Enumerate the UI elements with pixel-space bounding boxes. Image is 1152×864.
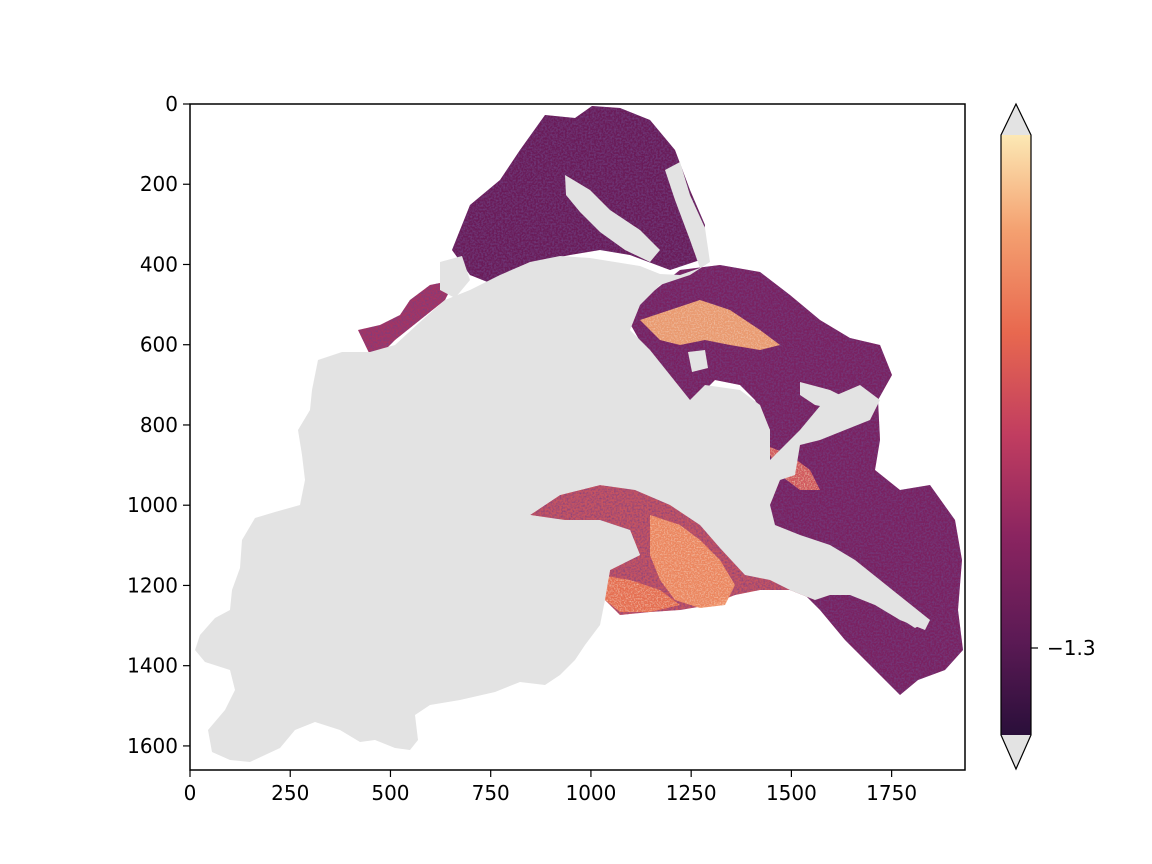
colorbar-extend-bottom (1001, 735, 1031, 769)
x-tick-label: 1500 (766, 781, 817, 805)
axes-frame (189, 103, 966, 771)
y-tick-label: 800 (140, 413, 178, 437)
y-tick-label: 200 (140, 172, 178, 196)
colorbar-tick-label: −1.3 (1047, 636, 1096, 660)
colorbar-outline (1000, 102, 1032, 771)
x-tick-label: 250 (271, 781, 309, 805)
colorbar-ticks: −1.3 (1031, 636, 1096, 660)
y-tick-label: 1200 (127, 573, 178, 597)
x-tick-label: 500 (371, 781, 409, 805)
x-tick-label: 1750 (866, 781, 917, 805)
x-tick-label: 1000 (565, 781, 616, 805)
y-tick-label: 1600 (127, 734, 178, 758)
y-tick-label: 0 (165, 92, 178, 116)
high-value-region (600, 300, 820, 612)
x-axis: 0 250 500 750 1000 1250 1500 1750 (184, 770, 917, 805)
y-tick-label: 400 (140, 252, 178, 276)
x-tick-label: 750 (472, 781, 510, 805)
colorbar-extend-top (1001, 104, 1031, 135)
y-tick-label: 1000 (127, 493, 178, 517)
y-tick-label: 1400 (127, 654, 178, 678)
colorbar: −1.3 (1000, 102, 1096, 771)
x-tick-label: 0 (184, 781, 197, 805)
masked-region (195, 162, 930, 762)
raster-image (195, 106, 963, 762)
colorbar-gradient (1001, 135, 1031, 735)
x-tick-label: 1250 (666, 781, 717, 805)
y-tick-label: 600 (140, 333, 178, 357)
y-axis: 0 200 400 600 800 1000 1200 1400 1600 (127, 92, 190, 758)
